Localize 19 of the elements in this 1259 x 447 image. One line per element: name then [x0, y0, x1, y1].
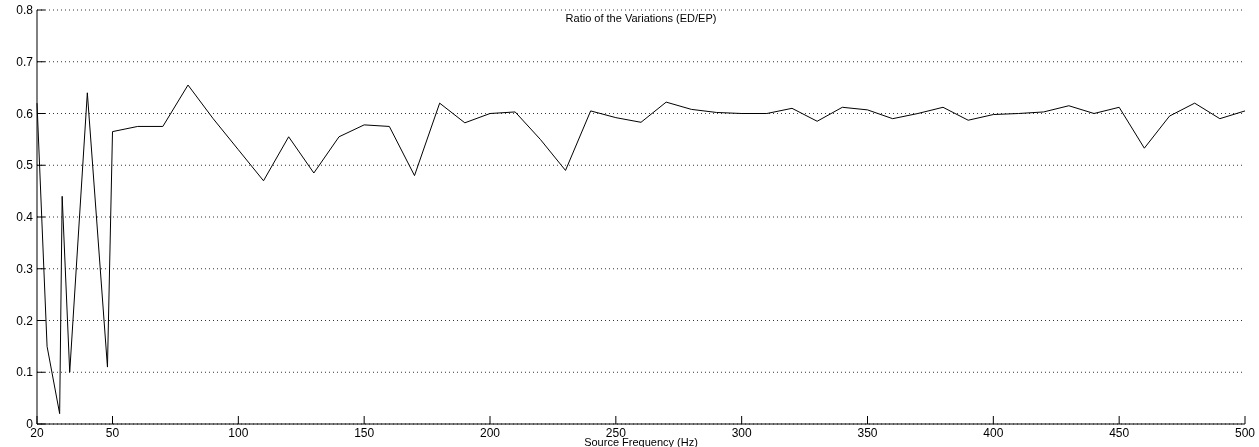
y-tick-label: 0.1	[16, 365, 34, 380]
y-tick-label: 0.8	[16, 3, 34, 17]
x-tick-label: 400	[983, 426, 1004, 440]
y-tick-label: 0.2	[16, 313, 34, 328]
x-tick-label: 500	[1234, 426, 1256, 440]
x-tick-label: 200	[479, 426, 501, 440]
x-tick-label: 100	[228, 426, 249, 440]
x-tick-label: 350	[857, 426, 878, 440]
x-tick-label: 450	[1109, 426, 1130, 440]
y-tick-label: 0.7	[16, 54, 34, 69]
x-tick-label: 50	[105, 426, 120, 440]
x-tick-label: 300	[731, 426, 752, 440]
y-tick-label: 0.4	[16, 210, 34, 224]
y-tick-label: 0.5	[16, 158, 34, 173]
y-tick-label: 0.6	[16, 106, 34, 121]
y-tick-label: 0.3	[16, 261, 34, 276]
x-tick-label: 150	[354, 426, 375, 440]
chart-title: Ratio of the Variations (ED/EP)	[565, 12, 717, 24]
x-tick-label: 250	[605, 426, 627, 440]
